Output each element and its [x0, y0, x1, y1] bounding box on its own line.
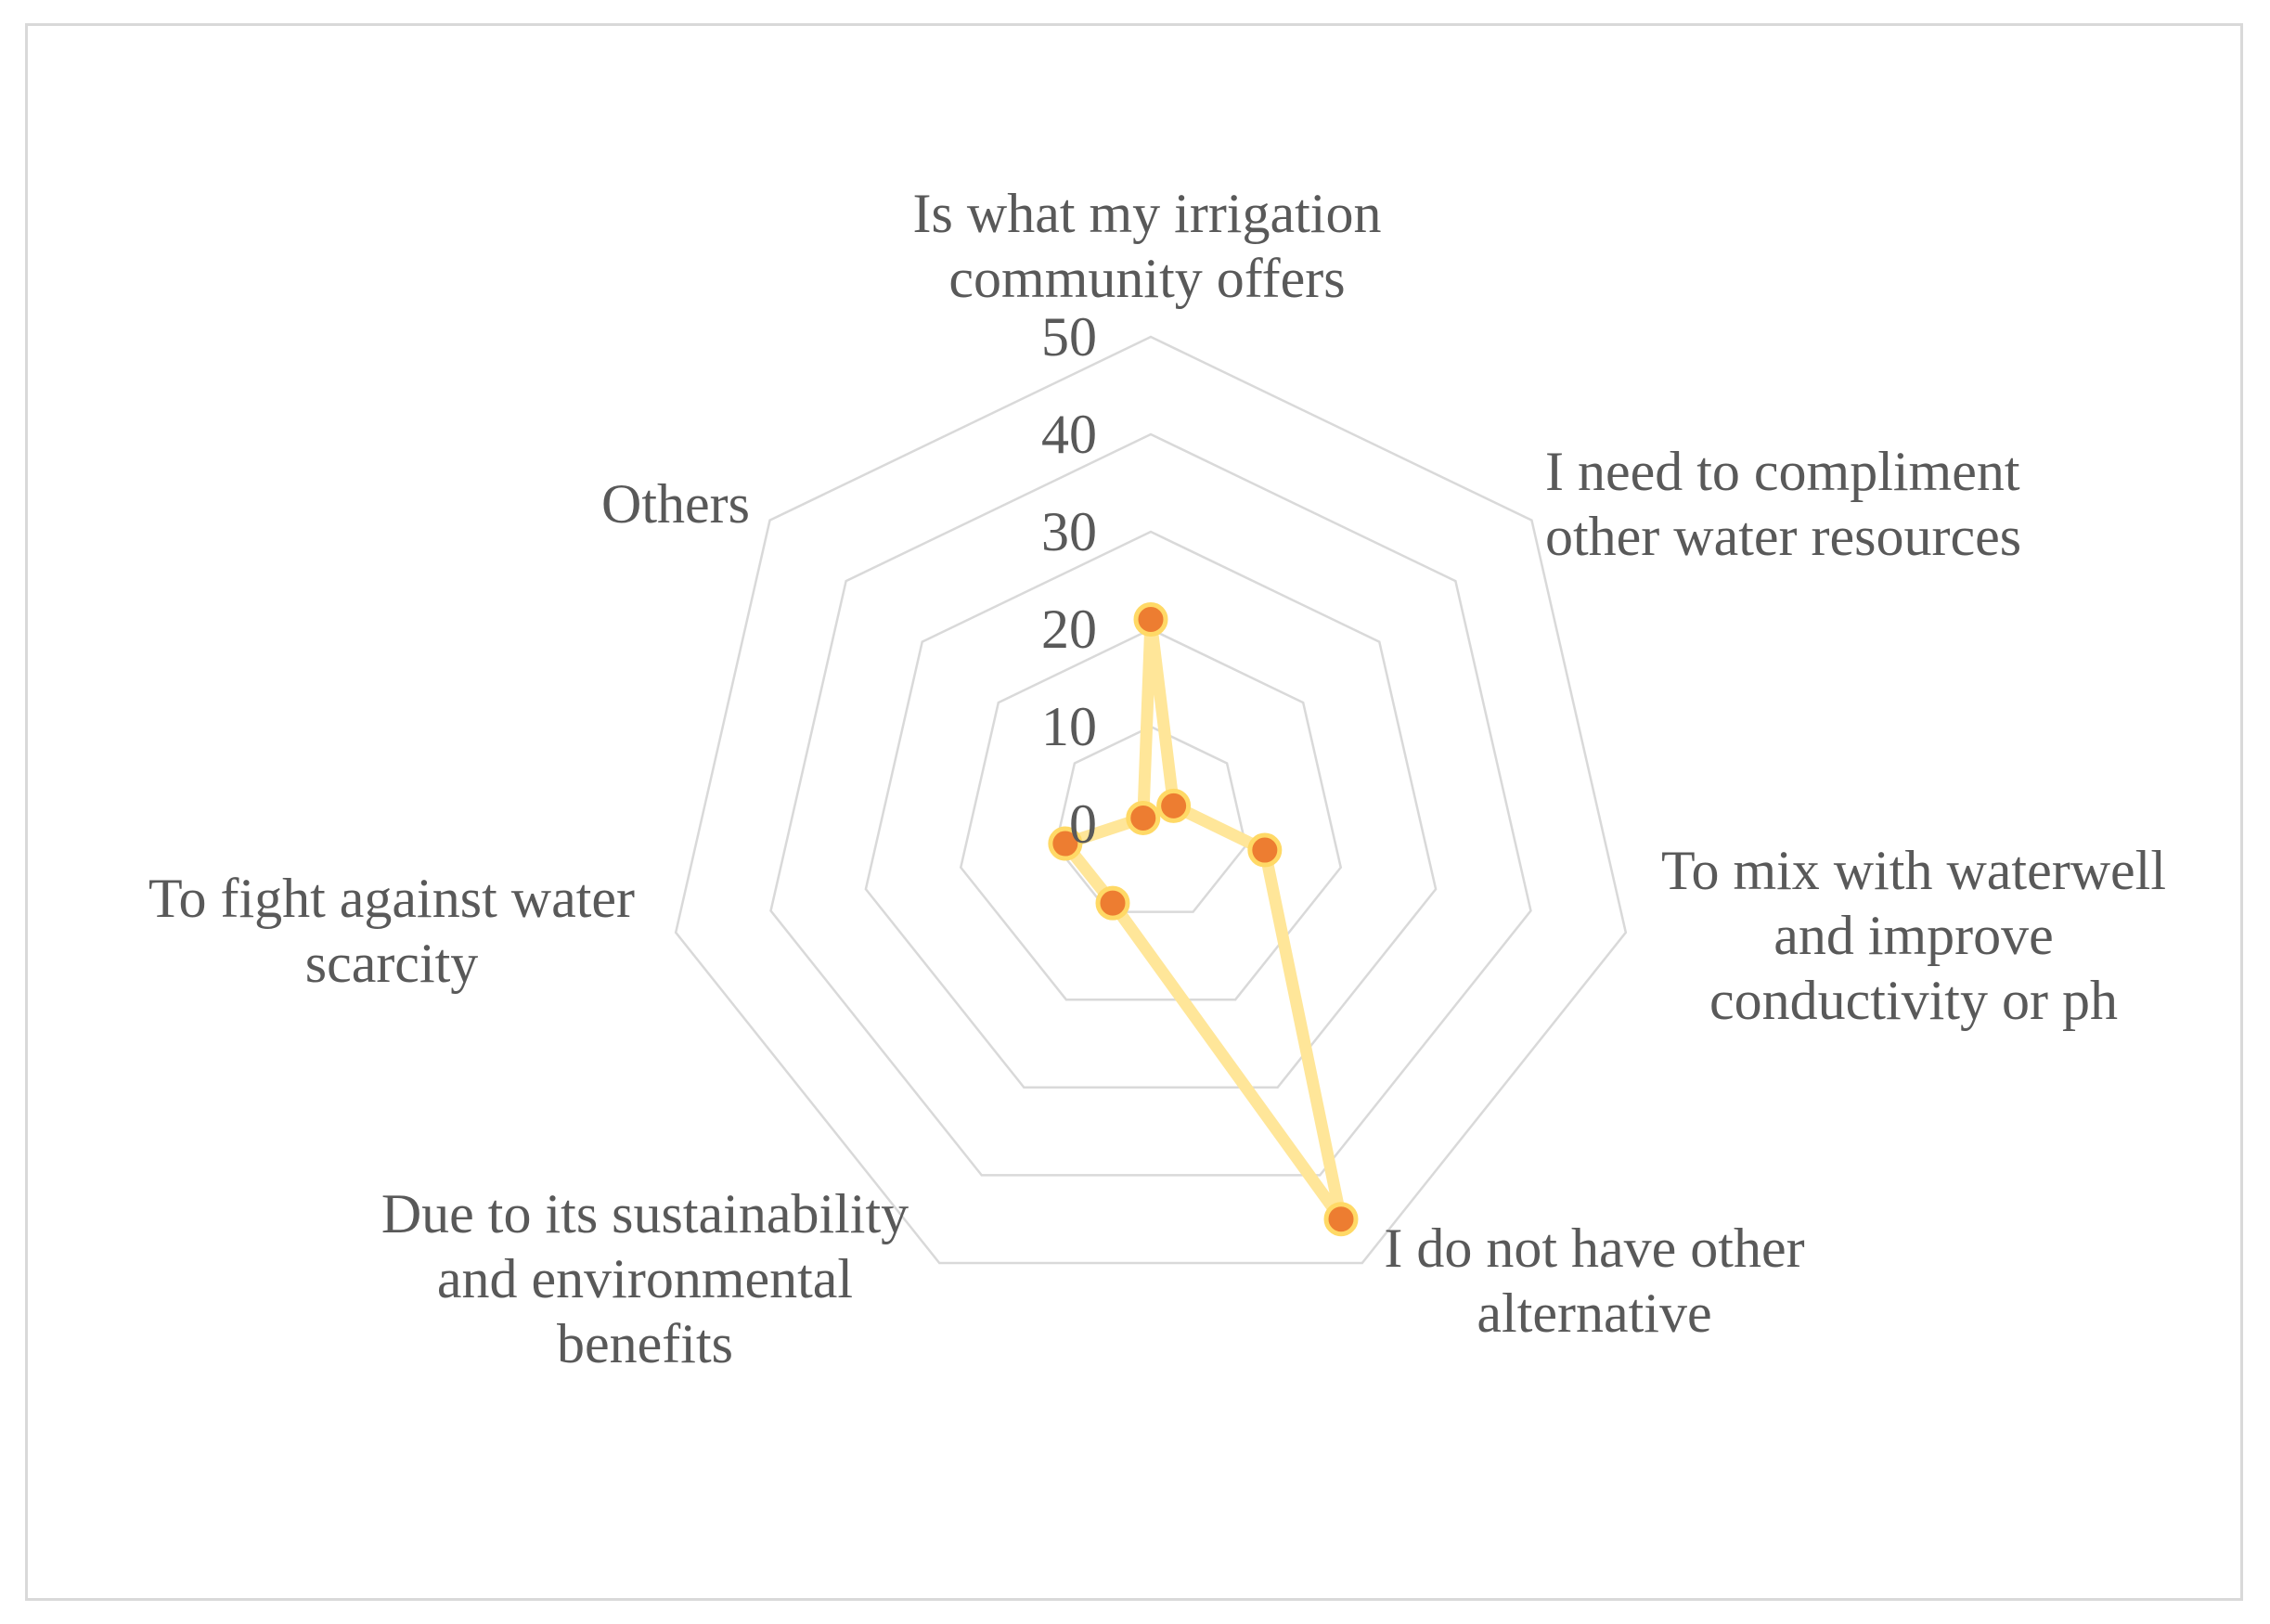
data-point-1 [1156, 788, 1192, 823]
category-label-3: I do not have other alternative [1384, 1218, 1804, 1344]
tick-label-40: 40 [1041, 404, 1097, 465]
radial-tick-labels: 0 10 20 30 40 50 [1041, 306, 1097, 855]
gridline-10 [1054, 725, 1247, 913]
tick-label-30: 30 [1041, 501, 1097, 562]
data-point-2 [1247, 832, 1283, 868]
category-label-6: Others [601, 473, 750, 535]
data-point-3 [1323, 1202, 1359, 1237]
radar-series [1048, 602, 1359, 1237]
tick-label-0: 0 [1069, 793, 1097, 855]
data-point-4 [1095, 885, 1130, 921]
category-label-1: I need to compliment other water resource… [1545, 441, 2021, 567]
gridline-50 [674, 335, 1628, 1265]
category-label-4: Due to its sustainability and environment… [381, 1183, 909, 1374]
data-point-5 [1048, 826, 1083, 861]
category-label-0: Is what my irrigation community offers [913, 183, 1382, 309]
tick-label-50: 50 [1041, 306, 1097, 367]
category-label-5: To fight against water scarcity [148, 868, 635, 994]
data-point-6 [1126, 800, 1161, 835]
category-label-2: To mix with waterwell and improve conducti… [1661, 840, 2166, 1031]
data-point-0 [1133, 602, 1168, 637]
gridline-20 [959, 627, 1343, 1001]
category-labels: Is what my irrigation community offers I n… [148, 183, 2166, 1374]
radar-grid [674, 335, 1628, 1265]
gridline-40 [769, 432, 1532, 1177]
tick-label-10: 10 [1041, 696, 1097, 757]
tick-label-20: 20 [1041, 599, 1097, 660]
gridline-30 [864, 530, 1438, 1089]
